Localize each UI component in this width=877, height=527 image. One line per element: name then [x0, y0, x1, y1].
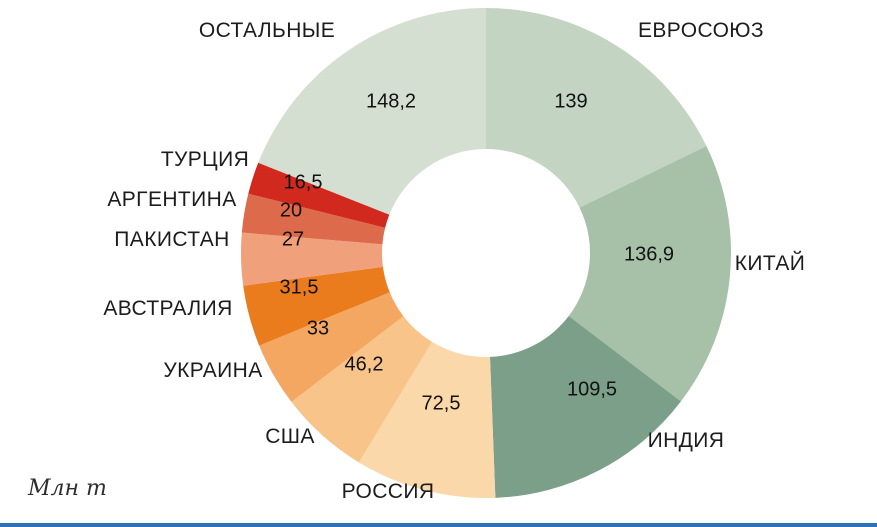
category-label-eu: ЕВРОСОЮЗ [637, 19, 765, 42]
bottom-accent-bar [0, 523, 877, 527]
value-label-argentina: 20 [279, 199, 303, 222]
slice-india [489, 316, 681, 498]
slice-ukraine [259, 292, 404, 402]
value-label-eu: 139 [554, 90, 588, 113]
category-label-turkey: ТУРЦИЯ [160, 148, 250, 171]
value-label-australia: 31,5 [279, 276, 319, 299]
value-label-china: 136,9 [623, 243, 675, 266]
slice-china [568, 146, 732, 402]
category-label-others: ОСТАЛЬНЫЕ [198, 19, 336, 42]
category-label-china: КИТАЙ [734, 252, 806, 275]
category-label-pakistan: ПАКИСТАН [114, 228, 230, 251]
slice-usa [291, 316, 433, 463]
category-label-usa: США [265, 425, 315, 448]
value-label-usa: 46,2 [344, 353, 384, 376]
category-label-ukraine: УКРАИНА [163, 359, 263, 382]
value-label-india: 109,5 [566, 378, 618, 401]
slice-australia [243, 266, 390, 346]
value-label-russia: 72,5 [421, 392, 461, 415]
unit-label: Млн т [28, 476, 107, 501]
category-label-australia: АВСТРАЛИЯ [103, 297, 233, 320]
category-label-india: ИНДИЯ [647, 429, 725, 452]
slice-turkey [248, 162, 390, 228]
category-label-russia: РОССИЯ [341, 480, 435, 503]
value-label-turkey: 16,5 [283, 171, 323, 194]
value-label-pakistan: 27 [281, 228, 305, 251]
slice-russia [358, 341, 496, 498]
slice-argentina [241, 193, 386, 245]
slice-others [258, 8, 486, 215]
value-label-others: 148,2 [365, 90, 417, 113]
value-label-ukraine: 33 [306, 317, 330, 340]
slice-pakistan [240, 232, 383, 286]
slice-eu [486, 8, 707, 208]
category-label-argentina: АРГЕНТИНА [107, 188, 237, 211]
